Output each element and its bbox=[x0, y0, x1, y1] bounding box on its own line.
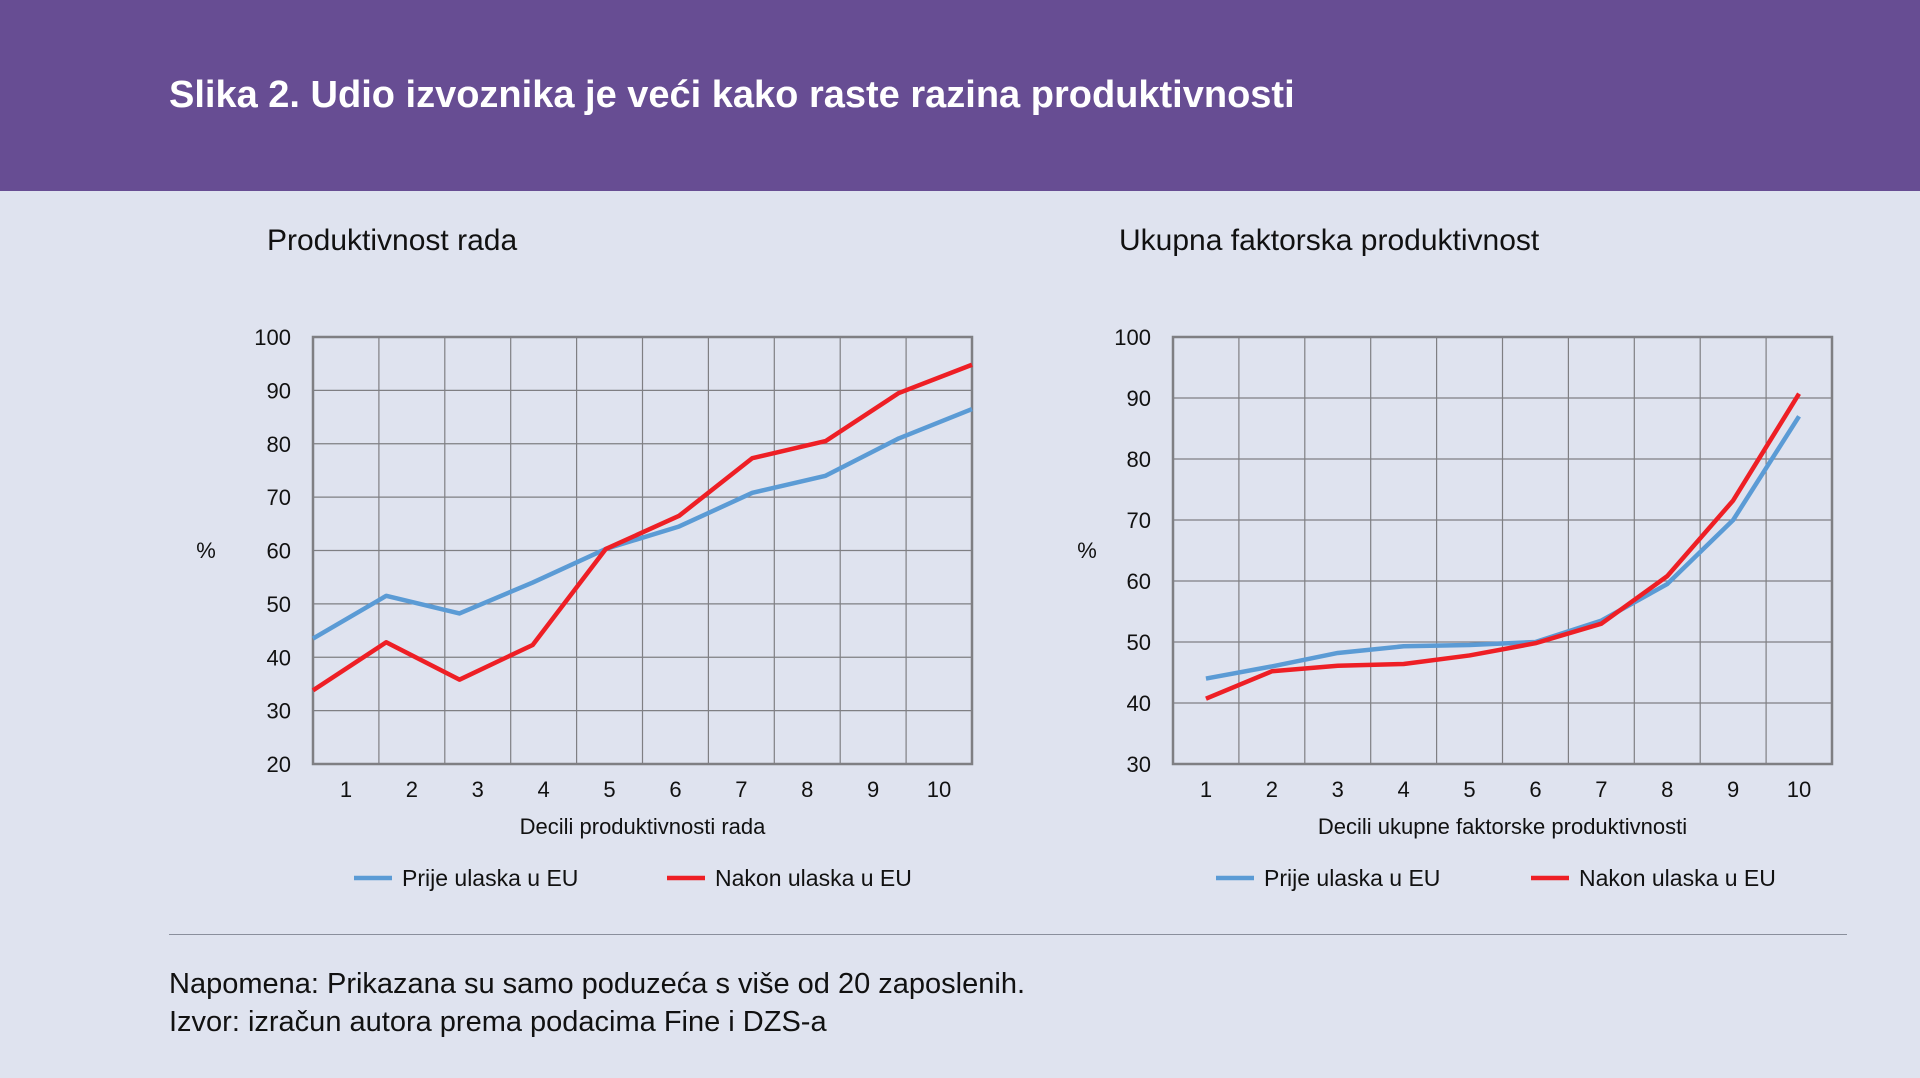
x-tick-label: 4 bbox=[1398, 777, 1410, 802]
y-tick-label: 40 bbox=[1127, 691, 1151, 716]
y-axis-title: % bbox=[1077, 538, 1097, 563]
x-axis-title: Decili ukupne faktorske produktivnosti bbox=[1318, 814, 1687, 839]
x-tick-label: 3 bbox=[1332, 777, 1344, 802]
x-tick-label: 5 bbox=[1463, 777, 1475, 802]
x-tick-label: 6 bbox=[1529, 777, 1541, 802]
divider bbox=[169, 934, 1847, 935]
y-tick-label: 60 bbox=[1127, 569, 1151, 594]
x-tick-label: 9 bbox=[1727, 777, 1739, 802]
x-axis-title: Decili produktivnosti rada bbox=[520, 814, 767, 839]
series-line-after-eu bbox=[1205, 392, 1801, 701]
legend-label: Nakon ulaska u EU bbox=[1579, 865, 1776, 891]
y-tick-label: 100 bbox=[1114, 325, 1151, 350]
x-tick-label: 3 bbox=[472, 777, 484, 802]
source-text: Izvor: izračun autora prema podacima Fin… bbox=[169, 1006, 827, 1038]
series-line-before-eu bbox=[311, 406, 973, 641]
x-tick-label: 4 bbox=[538, 777, 550, 802]
y-tick-label: 100 bbox=[254, 325, 291, 350]
y-tick-label: 70 bbox=[267, 485, 291, 510]
y-tick-label: 40 bbox=[267, 645, 291, 670]
y-axis-title: % bbox=[196, 538, 216, 563]
x-tick-label: 10 bbox=[1787, 777, 1811, 802]
plot-frame bbox=[311, 335, 974, 766]
y-tick-label: 30 bbox=[267, 699, 291, 724]
header-banner: Slika 2. Udio izvoznika je veći kako ras… bbox=[0, 0, 1920, 191]
x-tick-label: 1 bbox=[340, 777, 352, 802]
y-tick-label: 90 bbox=[1127, 386, 1151, 411]
note-text: Napomena: Prikazana su samo poduzeća s v… bbox=[169, 968, 1026, 1000]
x-tick-label: 1 bbox=[1200, 777, 1212, 802]
chart-title-left: Produktivnost rada bbox=[267, 224, 518, 257]
x-tick-label: 8 bbox=[801, 777, 813, 802]
x-tick-label: 7 bbox=[735, 777, 747, 802]
y-tick-label: 30 bbox=[1127, 752, 1151, 777]
y-tick-label: 20 bbox=[267, 752, 291, 777]
y-tick-label: 50 bbox=[1127, 630, 1151, 655]
y-tick-label: 80 bbox=[267, 432, 291, 457]
y-tick-label: 60 bbox=[267, 539, 291, 564]
x-tick-label: 8 bbox=[1661, 777, 1673, 802]
plot-frame bbox=[1171, 335, 1834, 766]
y-tick-label: 90 bbox=[267, 378, 291, 403]
y-tick-label: 50 bbox=[267, 592, 291, 617]
series-line-after-eu bbox=[311, 362, 973, 693]
x-tick-label: 10 bbox=[927, 777, 951, 802]
legend-label: Nakon ulaska u EU bbox=[715, 865, 912, 891]
y-tick-label: 70 bbox=[1127, 508, 1151, 533]
x-tick-label: 2 bbox=[1266, 777, 1278, 802]
x-tick-label: 6 bbox=[669, 777, 681, 802]
x-tick-label: 7 bbox=[1595, 777, 1607, 802]
x-tick-label: 9 bbox=[867, 777, 879, 802]
series-line-before-eu bbox=[1205, 415, 1801, 681]
chart-title-right: Ukupna faktorska produktivnost bbox=[1119, 224, 1540, 257]
y-tick-label: 80 bbox=[1127, 447, 1151, 472]
legend-label: Prije ulaska u EU bbox=[402, 865, 578, 891]
legend-label: Prije ulaska u EU bbox=[1264, 865, 1440, 891]
figure-title: Slika 2. Udio izvoznika je veći kako ras… bbox=[169, 74, 1295, 116]
x-tick-label: 2 bbox=[406, 777, 418, 802]
x-tick-label: 5 bbox=[603, 777, 615, 802]
